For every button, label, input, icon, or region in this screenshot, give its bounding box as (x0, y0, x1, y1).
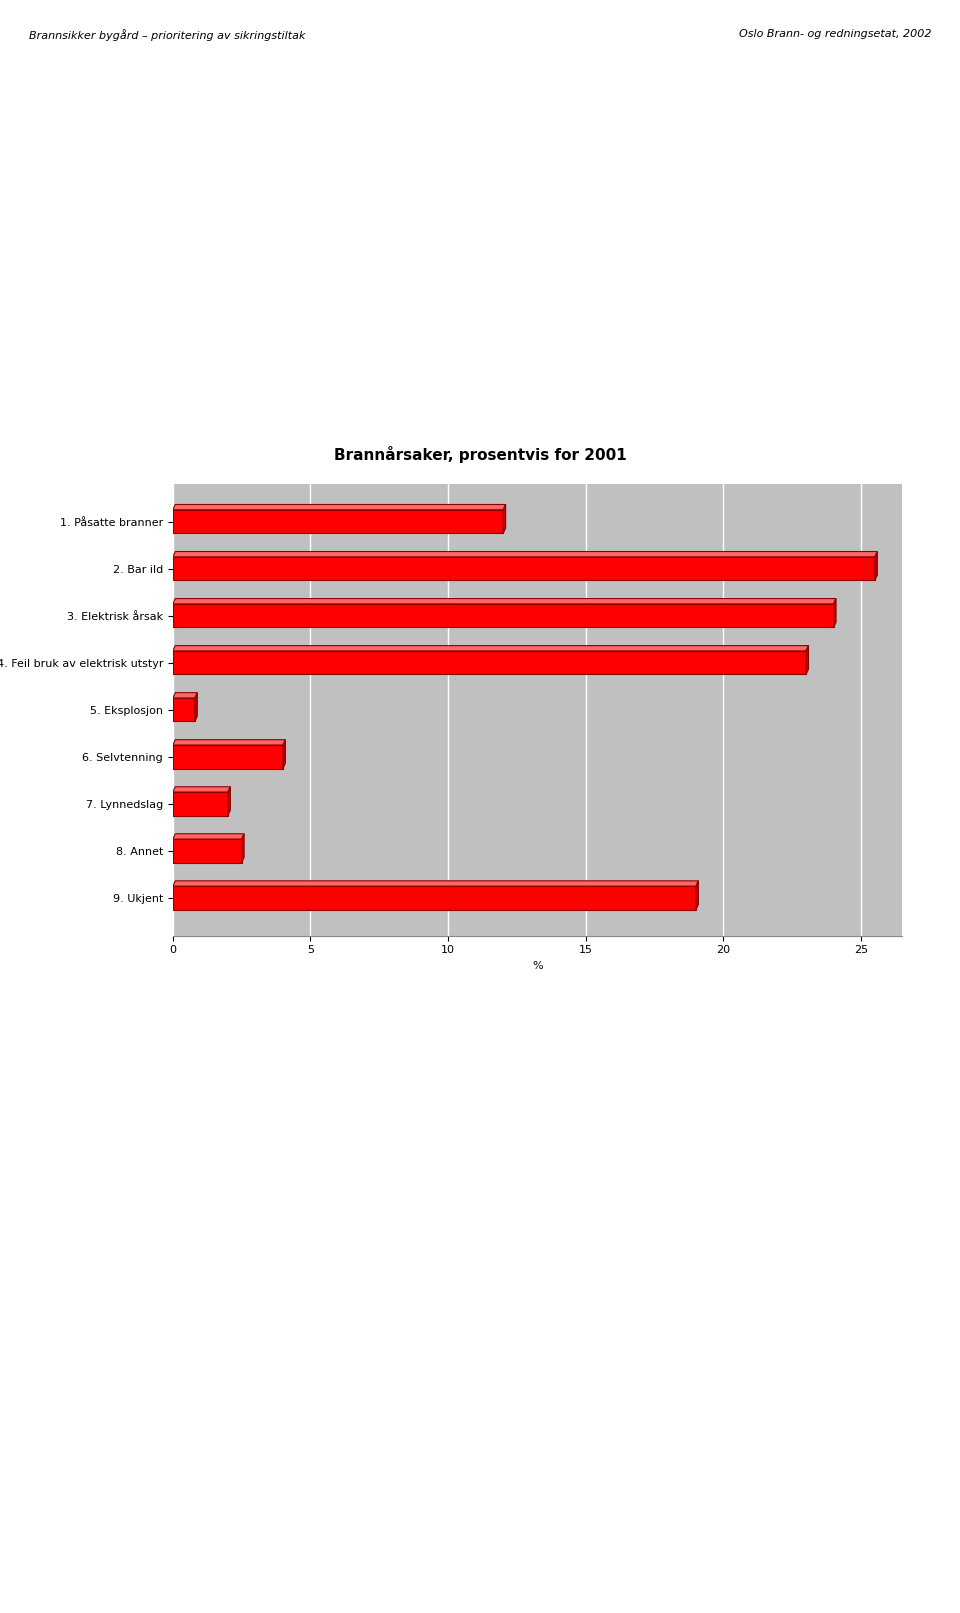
Text: Oslo Brann- og redningsetat, 2002: Oslo Brann- og redningsetat, 2002 (738, 29, 931, 39)
Bar (173, 652, 806, 674)
Polygon shape (283, 740, 285, 768)
Polygon shape (173, 834, 244, 839)
Bar (173, 886, 696, 910)
Polygon shape (173, 598, 836, 603)
Polygon shape (696, 881, 698, 910)
Polygon shape (833, 598, 836, 627)
Text: Brannsikker bygård – prioritering av sikringstiltak: Brannsikker bygård – prioritering av sik… (29, 29, 305, 40)
Polygon shape (806, 645, 808, 674)
Text: Brannårsaker, prosentvis for 2001: Brannårsaker, prosentvis for 2001 (334, 447, 626, 463)
X-axis label: %: % (532, 961, 543, 971)
Bar (173, 698, 195, 721)
Polygon shape (228, 787, 230, 816)
Polygon shape (173, 881, 698, 886)
Polygon shape (173, 692, 198, 698)
Polygon shape (875, 552, 877, 581)
Bar (173, 510, 503, 534)
Bar (173, 792, 228, 816)
Bar (173, 745, 283, 768)
Bar (173, 603, 833, 627)
Polygon shape (173, 505, 506, 510)
Bar (173, 839, 242, 863)
Polygon shape (173, 552, 877, 556)
Bar (173, 556, 875, 581)
Polygon shape (503, 505, 506, 534)
Polygon shape (173, 787, 230, 792)
Polygon shape (173, 645, 808, 652)
Polygon shape (173, 740, 285, 745)
Polygon shape (195, 692, 198, 721)
Polygon shape (242, 834, 244, 863)
